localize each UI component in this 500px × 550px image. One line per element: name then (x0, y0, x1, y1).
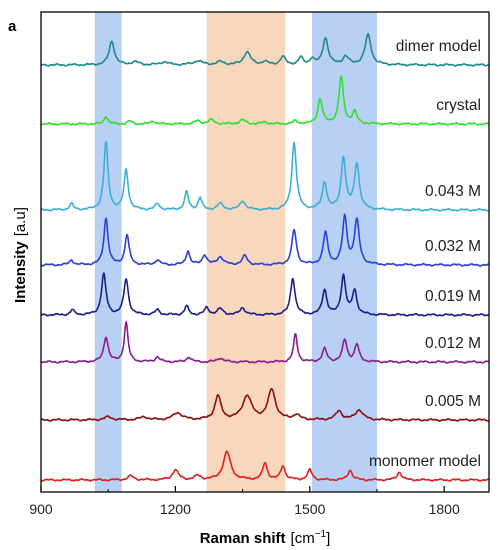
spectrum-dimer-model (40, 32, 489, 67)
series-label-0-012-m: 0.012 M (425, 335, 481, 352)
spectrum-0-043-m (40, 140, 490, 212)
y-axis-title-main: Intensity (12, 241, 29, 303)
x-tick-label-1500: 1500 (294, 501, 325, 517)
y-axis-title: Intensity [a.u] (12, 207, 29, 303)
spectrum-0-012-m (40, 320, 490, 364)
highlight-bands (94, 12, 377, 492)
spectrum-0-005-m (40, 387, 489, 422)
highlight-band-2 (206, 12, 286, 492)
y-axis-title-unit: [a.u] (12, 207, 29, 236)
spectra-traces (40, 32, 490, 482)
series-label-crystal: crystal (436, 97, 481, 114)
series-label-0-005-m: 0.005 M (425, 393, 481, 410)
x-ticks: 900 1200 1500 1800 (29, 486, 460, 517)
x-axis-title-unit: [cm (291, 530, 315, 547)
series-label-0-019-m: 0.019 M (425, 288, 481, 305)
spectrum-crystal (40, 75, 489, 126)
panel-label: a (8, 18, 17, 35)
x-axis-title-main: Raman shift (200, 530, 286, 547)
series-label-0-032-m: 0.032 M (425, 238, 481, 255)
highlight-band-1 (94, 12, 122, 492)
plot-frame (40, 11, 490, 493)
series-label-monomer-model: monomer model (369, 453, 481, 470)
spectrum-monomer-model (40, 450, 489, 482)
x-axis-title-close: ] (326, 530, 330, 547)
x-tick-label-900: 900 (29, 501, 53, 517)
series-label-0-043-m: 0.043 M (425, 183, 481, 200)
spectrum-0-019-m (40, 272, 489, 317)
x-axis-title: Raman shift [cm−1] (200, 529, 331, 547)
spectrum-0-032-m (40, 213, 489, 267)
series-label-dimer-model: dimer model (396, 38, 481, 55)
x-axis-title-sup: −1 (315, 529, 327, 540)
series-labels: dimer model crystal 0.043 M 0.032 M 0.019 M 0… (369, 38, 481, 470)
highlight-band-3 (312, 12, 377, 492)
x-tick-label-1800: 1800 (429, 501, 460, 517)
x-tick-label-1200: 1200 (160, 501, 191, 517)
